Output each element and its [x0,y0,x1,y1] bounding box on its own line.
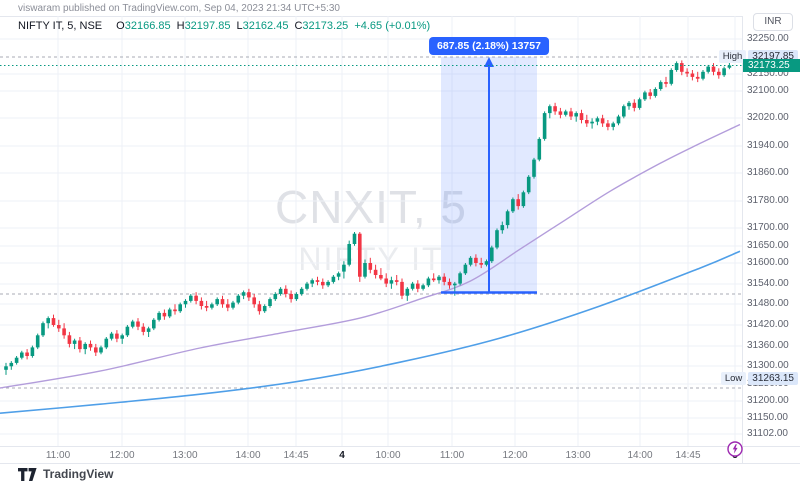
price-axis-label: 31780.00 [747,195,789,206]
price-change: +4.65 (+0.01%) [354,20,431,32]
time-axis-label: 14:00 [627,450,653,461]
low-value: 31263.15 [748,372,798,385]
candles-series [4,57,732,375]
price-axis-label: 31650.00 [747,240,789,251]
low-price-marker: Low 31263.15 [720,372,798,385]
low-chip: Low [720,372,747,385]
last-price-label: 32173.25 [743,59,800,72]
price-axis-label: 31600.00 [747,257,789,268]
time-axis-label: 11:00 [45,450,71,461]
price-axis-label: 32250.00 [747,33,789,44]
measure-label[interactable]: 687.85 (2.18%) 13757 [429,37,549,55]
price-axis-label: 31150.00 [747,412,788,423]
tradingview-logo[interactable] [18,467,37,481]
time-axis-label: 11:00 [439,450,465,461]
ohlc-values: O32166.85 H32197.85 L32162.45 C32173.25 [116,20,349,32]
price-axis-label: 31940.00 [747,140,789,151]
price-axis-label: 31102.00 [747,428,788,439]
time-axis-day-label: 4 [339,450,345,461]
price-axis-label: 31300.00 [747,360,789,371]
price-axis-label: 31480.00 [747,298,789,309]
symbol-legend[interactable]: NIFTY IT, 5, NSE O32166.85 H32197.85 L32162… [18,20,430,32]
price-axis-label: 31200.00 [747,395,789,406]
price-axis-label: 32020.00 [747,112,789,123]
footer: TradingView [18,467,113,481]
price-axis-label: 32100.00 [747,85,789,96]
tradingview-brand-text[interactable]: TradingView [43,467,114,481]
price-axis-label: 31540.00 [747,278,789,289]
price-axis-separator [742,16,743,463]
price-axis-label: 31420.00 [747,319,789,330]
time-axis-separator [0,446,800,447]
candlestick-chart[interactable] [0,0,742,446]
bottom-border [0,463,800,464]
price-axis-label: 31360.00 [747,340,789,351]
currency-button[interactable]: INR [753,13,793,31]
price-axis[interactable]: INR High 32197.85 32173.25 Low 31263.15 … [718,0,800,446]
time-axis-label: 14:45 [283,450,309,461]
time-axis-label: 14:45 [675,450,701,461]
attribution-text: viswaram published on TradingView.com, S… [18,3,340,14]
high-chip: High [718,50,747,63]
time-axis-label: 13:00 [565,450,591,461]
symbol-title[interactable]: NIFTY IT, 5, NSE [18,20,103,32]
time-axis-label: 13:00 [172,450,198,461]
time-axis-label: 12:00 [502,450,528,461]
price-axis-label: 31860.00 [747,167,789,178]
chart-canvas[interactable]: CNXIT, 5 NIFTY IT NIFTY IT, 5, NSE O32166… [0,0,742,446]
time-axis[interactable]: 11:00 12:00 13:00 14:00 14:45 4 10:00 11:00 12:0… [0,447,800,463]
price-axis-label: 32150.00 [747,68,789,79]
time-axis-label: 14:00 [235,450,261,461]
time-axis-label: 12:00 [109,450,135,461]
idea-flash-icon[interactable] [727,441,743,457]
price-axis-label: 31700.00 [747,222,789,233]
pane-top-border [0,16,742,17]
time-axis-label: 10:00 [375,450,401,461]
